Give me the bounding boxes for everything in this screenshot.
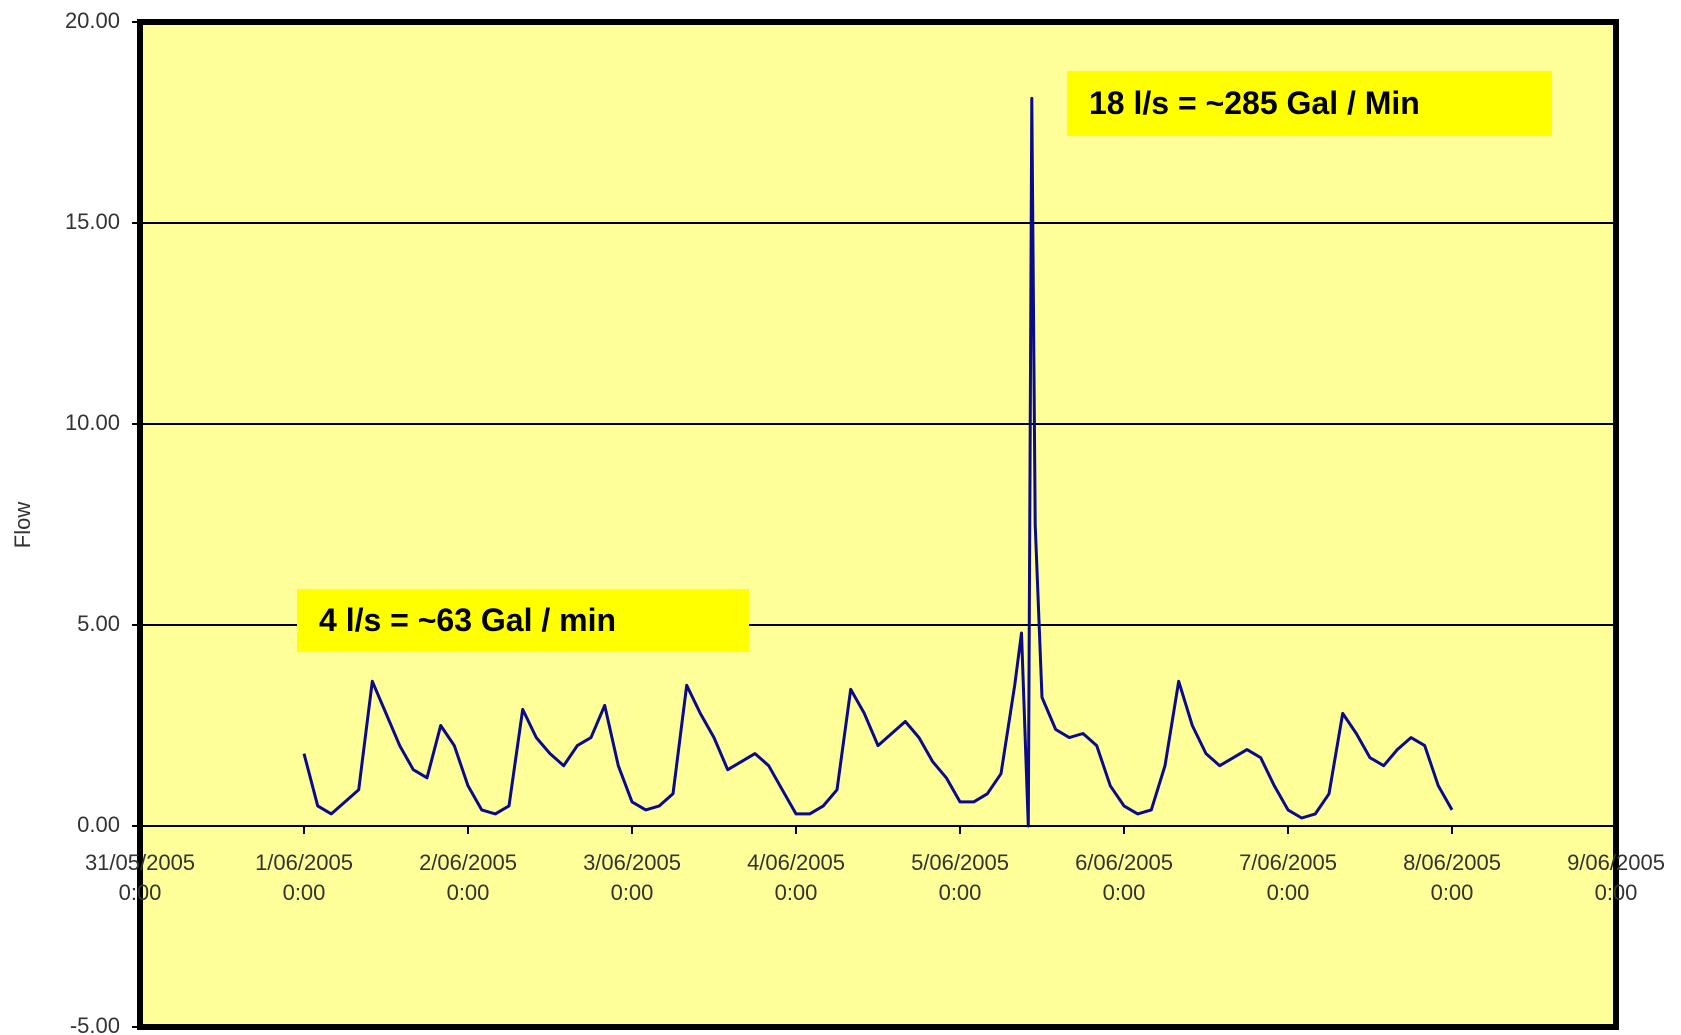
x-tick-label: 1/06/2005 0:00 <box>255 850 353 905</box>
y-tick-label: 20.00 <box>65 8 120 33</box>
x-tick-label: 2/06/2005 0:00 <box>419 850 517 905</box>
annotation: 4 l/s = ~63 Gal / min <box>297 589 749 652</box>
x-tick-label: 6/06/2005 0:00 <box>1075 850 1173 905</box>
x-tick-label: 7/06/2005 0:00 <box>1239 850 1337 905</box>
x-tick-label: 31/05/2005 0:00 <box>84 850 196 905</box>
annotation: 18 l/s = ~285 Gal / Min <box>1067 71 1552 136</box>
plot-area <box>140 22 1616 1027</box>
x-tick-label: 5/06/2005 0:00 <box>911 850 1009 905</box>
flow-line <box>302 96 1454 828</box>
y-axis-label: Flow <box>10 502 35 549</box>
y-tick-label: 0.00 <box>77 812 120 837</box>
y-tick-label: 5.00 <box>77 611 120 636</box>
y-tick-label: -5.00 <box>70 1013 120 1035</box>
plot-border <box>137 19 1619 1030</box>
x-tick-label: 3/06/2005 0:00 <box>583 850 681 905</box>
x-tick-label: 9/06/2005 0:00 <box>1567 850 1665 905</box>
x-tick-label: 4/06/2005 0:00 <box>747 850 845 905</box>
x-tick-label: 8/06/2005 0:00 <box>1403 850 1501 905</box>
y-tick-label: 10.00 <box>65 410 120 435</box>
y-tick-label: 15.00 <box>65 209 120 234</box>
